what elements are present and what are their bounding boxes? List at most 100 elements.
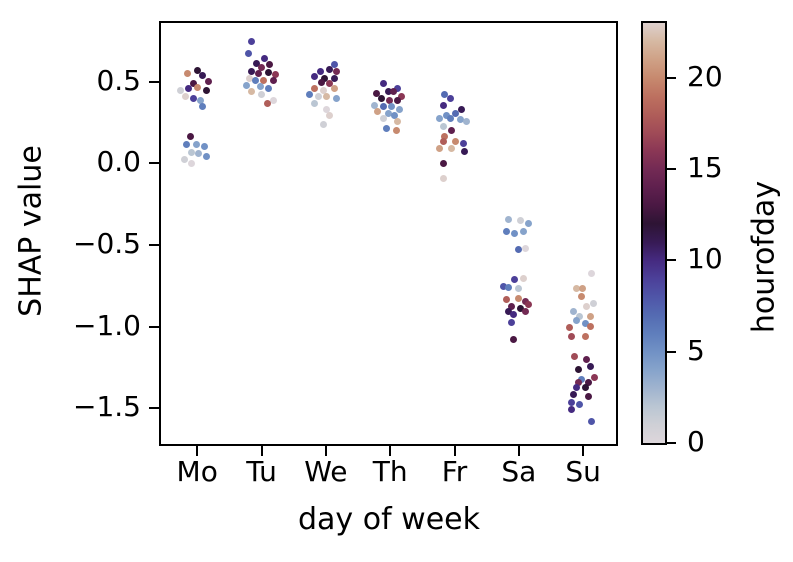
scatter-point [258, 91, 266, 99]
scatter-point [591, 374, 599, 382]
scatter-point [522, 244, 530, 252]
scatter-point [258, 64, 266, 72]
scatter-point [189, 94, 197, 102]
scatter-point [269, 96, 277, 104]
scatter-point [181, 156, 189, 164]
scatter-point [505, 307, 513, 315]
scatter-point [448, 144, 456, 152]
scatter-point [574, 379, 582, 387]
scatter-point [514, 284, 522, 292]
scatter-point [379, 114, 387, 122]
y-tick-mark [149, 243, 159, 246]
scatter-point [578, 376, 586, 384]
scatter-point [514, 246, 522, 254]
scatter-point [261, 54, 269, 62]
scatter-point [503, 228, 511, 236]
scatter-point [447, 94, 455, 102]
scatter-point [185, 84, 193, 92]
scatter-point [511, 229, 519, 237]
x-axis-label: day of week [298, 502, 480, 537]
scatter-point [384, 88, 392, 96]
plot-area [159, 21, 618, 446]
scatter-point [448, 126, 456, 134]
scatter-point [244, 49, 252, 57]
y-tick-mark [149, 162, 159, 165]
scatter-point [317, 78, 325, 86]
scatter-point [446, 114, 454, 122]
scatter-point [182, 92, 190, 100]
scatter-point [374, 108, 382, 116]
scatter-point [571, 352, 579, 360]
scatter-point [196, 97, 204, 105]
scatter-point [194, 149, 202, 157]
scatter-point [259, 76, 267, 84]
scatter-point [183, 140, 191, 148]
scatter-point [514, 294, 522, 302]
scatter-point [568, 332, 576, 340]
scatter-point [311, 99, 319, 107]
scatter-point [581, 332, 589, 340]
scatter-point [440, 159, 448, 167]
scatter-point [269, 76, 277, 84]
scatter-point [505, 216, 513, 224]
scatter-point [588, 417, 596, 425]
scatter-point [440, 101, 448, 109]
scatter-point [391, 111, 399, 119]
scatter-point [524, 301, 532, 309]
scatter-point [333, 68, 341, 76]
x-tick-label: Su [565, 455, 601, 488]
x-tick-mark [324, 446, 327, 456]
x-tick-label: Mo [176, 455, 218, 488]
colorbar-tick-label: 0 [687, 425, 705, 458]
scatter-point [451, 138, 459, 146]
scatter-point [440, 138, 448, 146]
scatter-point [205, 77, 213, 85]
scatter-point [187, 149, 195, 157]
scatter-point [321, 74, 329, 82]
y-tick-label: 0.0 [96, 145, 141, 179]
scatter-point [393, 126, 401, 134]
scatter-point [266, 60, 274, 68]
scatter-point [386, 96, 394, 104]
x-tick-mark [389, 446, 392, 456]
scatter-point [456, 116, 464, 124]
y-tick-label: −1.0 [73, 308, 141, 342]
colorbar-tick-mark [667, 259, 676, 262]
x-tick-mark [582, 446, 585, 456]
scatter-point [578, 292, 586, 300]
scatter-point [263, 100, 271, 108]
scatter-point [509, 336, 517, 344]
scatter-point [573, 384, 581, 392]
scatter-point [519, 228, 527, 236]
scatter-point [511, 276, 519, 284]
scatter-point [323, 93, 330, 101]
scatter-point [393, 96, 401, 104]
scatter-point [568, 399, 576, 407]
scatter-point [330, 74, 338, 82]
scatter-point [319, 121, 327, 129]
scatter-point [436, 114, 444, 122]
y-tick-label: 0.5 [96, 63, 141, 97]
x-tick-mark [517, 446, 520, 456]
scatter-point [397, 92, 405, 100]
y-tick-mark [149, 80, 159, 83]
scatter-point [265, 69, 273, 77]
scatter-point [247, 68, 255, 76]
scatter-point [189, 79, 197, 87]
scatter-point [519, 274, 527, 282]
scatter-point [586, 312, 594, 320]
scatter-point [584, 392, 592, 400]
scatter-point [331, 60, 339, 68]
scatter-point [199, 102, 207, 110]
scatter-point [573, 316, 581, 324]
scatter-point [319, 86, 327, 94]
scatter-point [333, 94, 341, 102]
scatter-point [243, 81, 251, 89]
scatter-point [451, 109, 459, 117]
scatter-point [394, 118, 402, 126]
colorbar [641, 21, 667, 445]
scatter-point [441, 91, 449, 99]
scatter-point [248, 38, 256, 46]
colorbar-tick-label: 15 [687, 151, 723, 185]
x-tick-mark [260, 446, 263, 456]
